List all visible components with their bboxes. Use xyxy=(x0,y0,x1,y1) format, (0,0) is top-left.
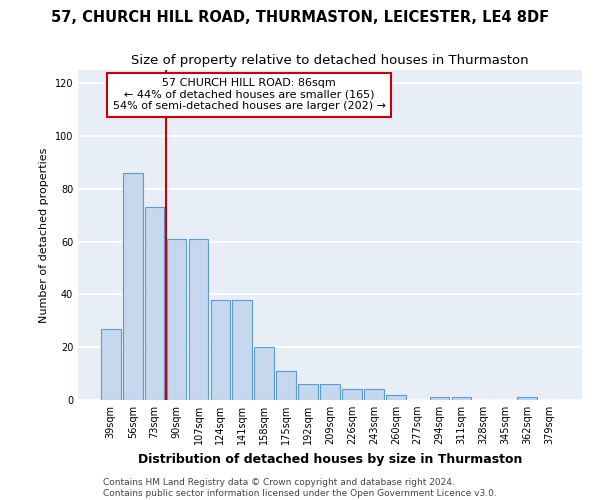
Bar xyxy=(452,398,472,400)
Bar xyxy=(101,328,121,400)
Bar xyxy=(430,398,449,400)
Bar xyxy=(386,394,406,400)
Text: Contains HM Land Registry data © Crown copyright and database right 2024.
Contai: Contains HM Land Registry data © Crown c… xyxy=(103,478,497,498)
Bar xyxy=(211,300,230,400)
Bar xyxy=(167,239,187,400)
Bar xyxy=(517,398,537,400)
Text: 57 CHURCH HILL ROAD: 86sqm
← 44% of detached houses are smaller (165)
54% of sem: 57 CHURCH HILL ROAD: 86sqm ← 44% of deta… xyxy=(113,78,386,112)
Bar xyxy=(123,173,143,400)
X-axis label: Distribution of detached houses by size in Thurmaston: Distribution of detached houses by size … xyxy=(138,452,522,466)
Bar xyxy=(342,390,362,400)
Bar xyxy=(276,371,296,400)
Y-axis label: Number of detached properties: Number of detached properties xyxy=(39,148,49,322)
Text: 57, CHURCH HILL ROAD, THURMASTON, LEICESTER, LE4 8DF: 57, CHURCH HILL ROAD, THURMASTON, LEICES… xyxy=(51,10,549,25)
Bar xyxy=(232,300,252,400)
Title: Size of property relative to detached houses in Thurmaston: Size of property relative to detached ho… xyxy=(131,54,529,68)
Bar xyxy=(188,239,208,400)
Bar xyxy=(254,347,274,400)
Bar xyxy=(145,208,164,400)
Bar xyxy=(298,384,318,400)
Bar xyxy=(320,384,340,400)
Bar xyxy=(364,390,384,400)
